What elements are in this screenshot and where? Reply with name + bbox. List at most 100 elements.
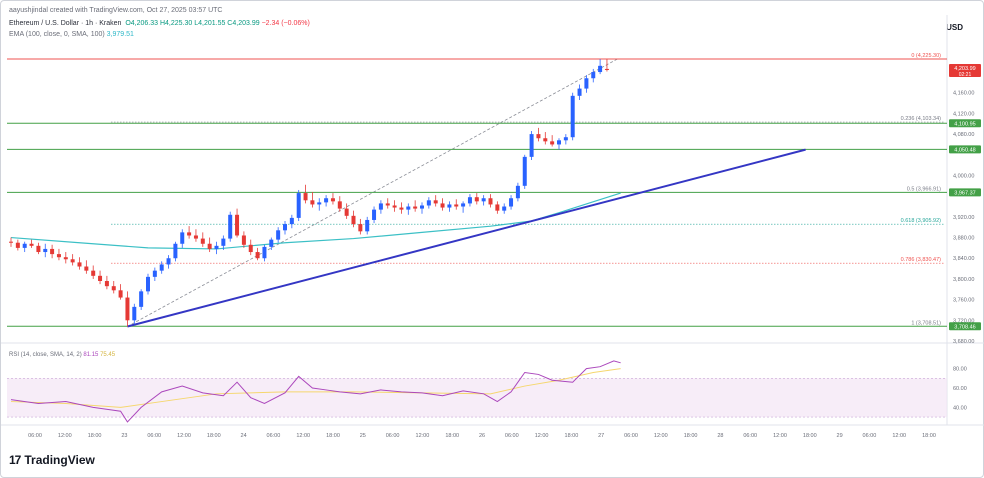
price-tick-label: 3,800.00 bbox=[953, 277, 974, 283]
time-tick-label: 18:00 bbox=[88, 433, 102, 439]
candle-body bbox=[77, 262, 82, 267]
candle bbox=[98, 270, 103, 285]
candle-body bbox=[84, 266, 89, 271]
time-tick-label: 12:00 bbox=[416, 433, 430, 439]
byline: aayushjindal created with TradingView.co… bbox=[9, 7, 223, 14]
candle-body bbox=[358, 224, 363, 232]
candle bbox=[406, 203, 411, 215]
candle bbox=[385, 198, 390, 209]
candle bbox=[550, 135, 555, 147]
candle bbox=[413, 200, 418, 212]
level-tag-bg bbox=[949, 54, 981, 63]
candle-body bbox=[502, 206, 507, 211]
candle bbox=[509, 195, 514, 210]
candle bbox=[467, 194, 472, 207]
candle bbox=[303, 184, 308, 204]
candle-body bbox=[378, 203, 383, 210]
price-chart[interactable]: 4,160.00 4,120.00 4,080.00 4,000.00 3,920.00… bbox=[1, 1, 984, 441]
candle-body bbox=[241, 235, 246, 245]
rsi-ma-line bbox=[10, 368, 621, 408]
level-tag-label: 3,967.37 bbox=[954, 190, 975, 196]
candle-body bbox=[543, 138, 548, 142]
candle-body bbox=[454, 204, 459, 207]
candle bbox=[235, 208, 240, 238]
candle bbox=[173, 241, 178, 262]
symbol-title: Ethereum / U.S. Dollar · 1h · Kraken bbox=[9, 20, 122, 27]
time-tick-label: 06:00 bbox=[386, 433, 400, 439]
candle bbox=[166, 255, 171, 269]
ema-legend: EMA (100, close, 0, SMA, 100) 3,979.51 bbox=[9, 31, 134, 38]
candle bbox=[598, 59, 603, 75]
time-tick-label: 18:00 bbox=[207, 433, 221, 439]
price-change: −2.34 (−0.06%) bbox=[261, 20, 310, 27]
rsi-legend-title: RSI (14, close, SMA, 14, 2) bbox=[9, 352, 83, 358]
time-tick-label: 06:00 bbox=[624, 433, 638, 439]
candle-body bbox=[536, 134, 541, 139]
level-price-tag bbox=[949, 54, 981, 63]
candle-body bbox=[426, 200, 431, 206]
candle bbox=[200, 232, 205, 247]
ema-value: 3,979.51 bbox=[106, 31, 134, 38]
candle bbox=[70, 254, 75, 266]
rsi-line bbox=[10, 360, 621, 423]
candle bbox=[152, 267, 157, 281]
candle-body bbox=[337, 201, 342, 209]
time-tick-label: 25 bbox=[360, 433, 366, 439]
candle bbox=[447, 201, 452, 212]
time-tick-label: 23 bbox=[121, 433, 127, 439]
currency-label[interactable]: USD bbox=[946, 23, 963, 32]
candle bbox=[399, 202, 404, 214]
fib-level-label: 1 (3,708.51) bbox=[911, 320, 941, 326]
candle bbox=[502, 203, 507, 214]
candle-body bbox=[221, 238, 226, 246]
candle bbox=[269, 237, 274, 250]
bar-countdown-label: 02:21 bbox=[959, 72, 972, 78]
candle-body bbox=[152, 270, 157, 277]
candle-body bbox=[262, 246, 267, 259]
candle bbox=[454, 199, 459, 210]
price-tick-label: 3,840.00 bbox=[953, 256, 974, 262]
level-tag-label: 4,050.48 bbox=[954, 147, 975, 153]
time-tick-label: 18:00 bbox=[684, 433, 698, 439]
level-price-tag: 4,100.95 bbox=[949, 119, 981, 128]
candle bbox=[515, 182, 520, 202]
candle-body bbox=[406, 206, 411, 210]
candle-body bbox=[9, 241, 13, 243]
candle-body bbox=[303, 193, 308, 201]
candle bbox=[426, 197, 431, 209]
candle-body bbox=[474, 197, 479, 202]
time-tick-label: 12:00 bbox=[654, 433, 668, 439]
fib-level-label: 0.236 (4,103.34) bbox=[901, 116, 942, 122]
candle bbox=[56, 248, 61, 261]
candle-body bbox=[420, 205, 424, 209]
price-tick-label: 3,760.00 bbox=[953, 298, 974, 304]
rsi-tick-label: 80.00 bbox=[953, 367, 967, 373]
candle bbox=[159, 261, 164, 274]
candle-body bbox=[296, 193, 301, 218]
candle-body bbox=[557, 140, 561, 145]
candle-body bbox=[235, 214, 240, 236]
current-price-bg bbox=[949, 63, 981, 77]
tradingview-brand: 17 TradingView bbox=[9, 453, 95, 467]
candle-body bbox=[104, 281, 109, 287]
time-tick-label: 06:00 bbox=[743, 433, 757, 439]
candle-body bbox=[70, 259, 75, 263]
candle bbox=[214, 241, 219, 255]
time-tick-label: 18:00 bbox=[922, 433, 936, 439]
candle-body bbox=[461, 203, 466, 207]
candle bbox=[358, 218, 363, 235]
candle bbox=[221, 235, 226, 250]
candle bbox=[591, 68, 596, 83]
tradingview-logo-icon: 17 bbox=[9, 453, 21, 467]
candle-body bbox=[365, 219, 370, 232]
symbol-legend: Ethereum / U.S. Dollar · 1h · Kraken O4,… bbox=[9, 20, 310, 27]
level-price-tag: 3,708.46 bbox=[949, 322, 981, 331]
price-tick-label: 3,920.00 bbox=[953, 215, 974, 221]
level-tag-label: 3,708.46 bbox=[954, 324, 975, 330]
time-tick-label: 24 bbox=[241, 433, 247, 439]
candle-body bbox=[173, 243, 178, 259]
candle bbox=[118, 284, 123, 300]
candle-body bbox=[495, 204, 500, 211]
level-tag-bg bbox=[949, 188, 981, 197]
candle-body bbox=[372, 209, 377, 220]
